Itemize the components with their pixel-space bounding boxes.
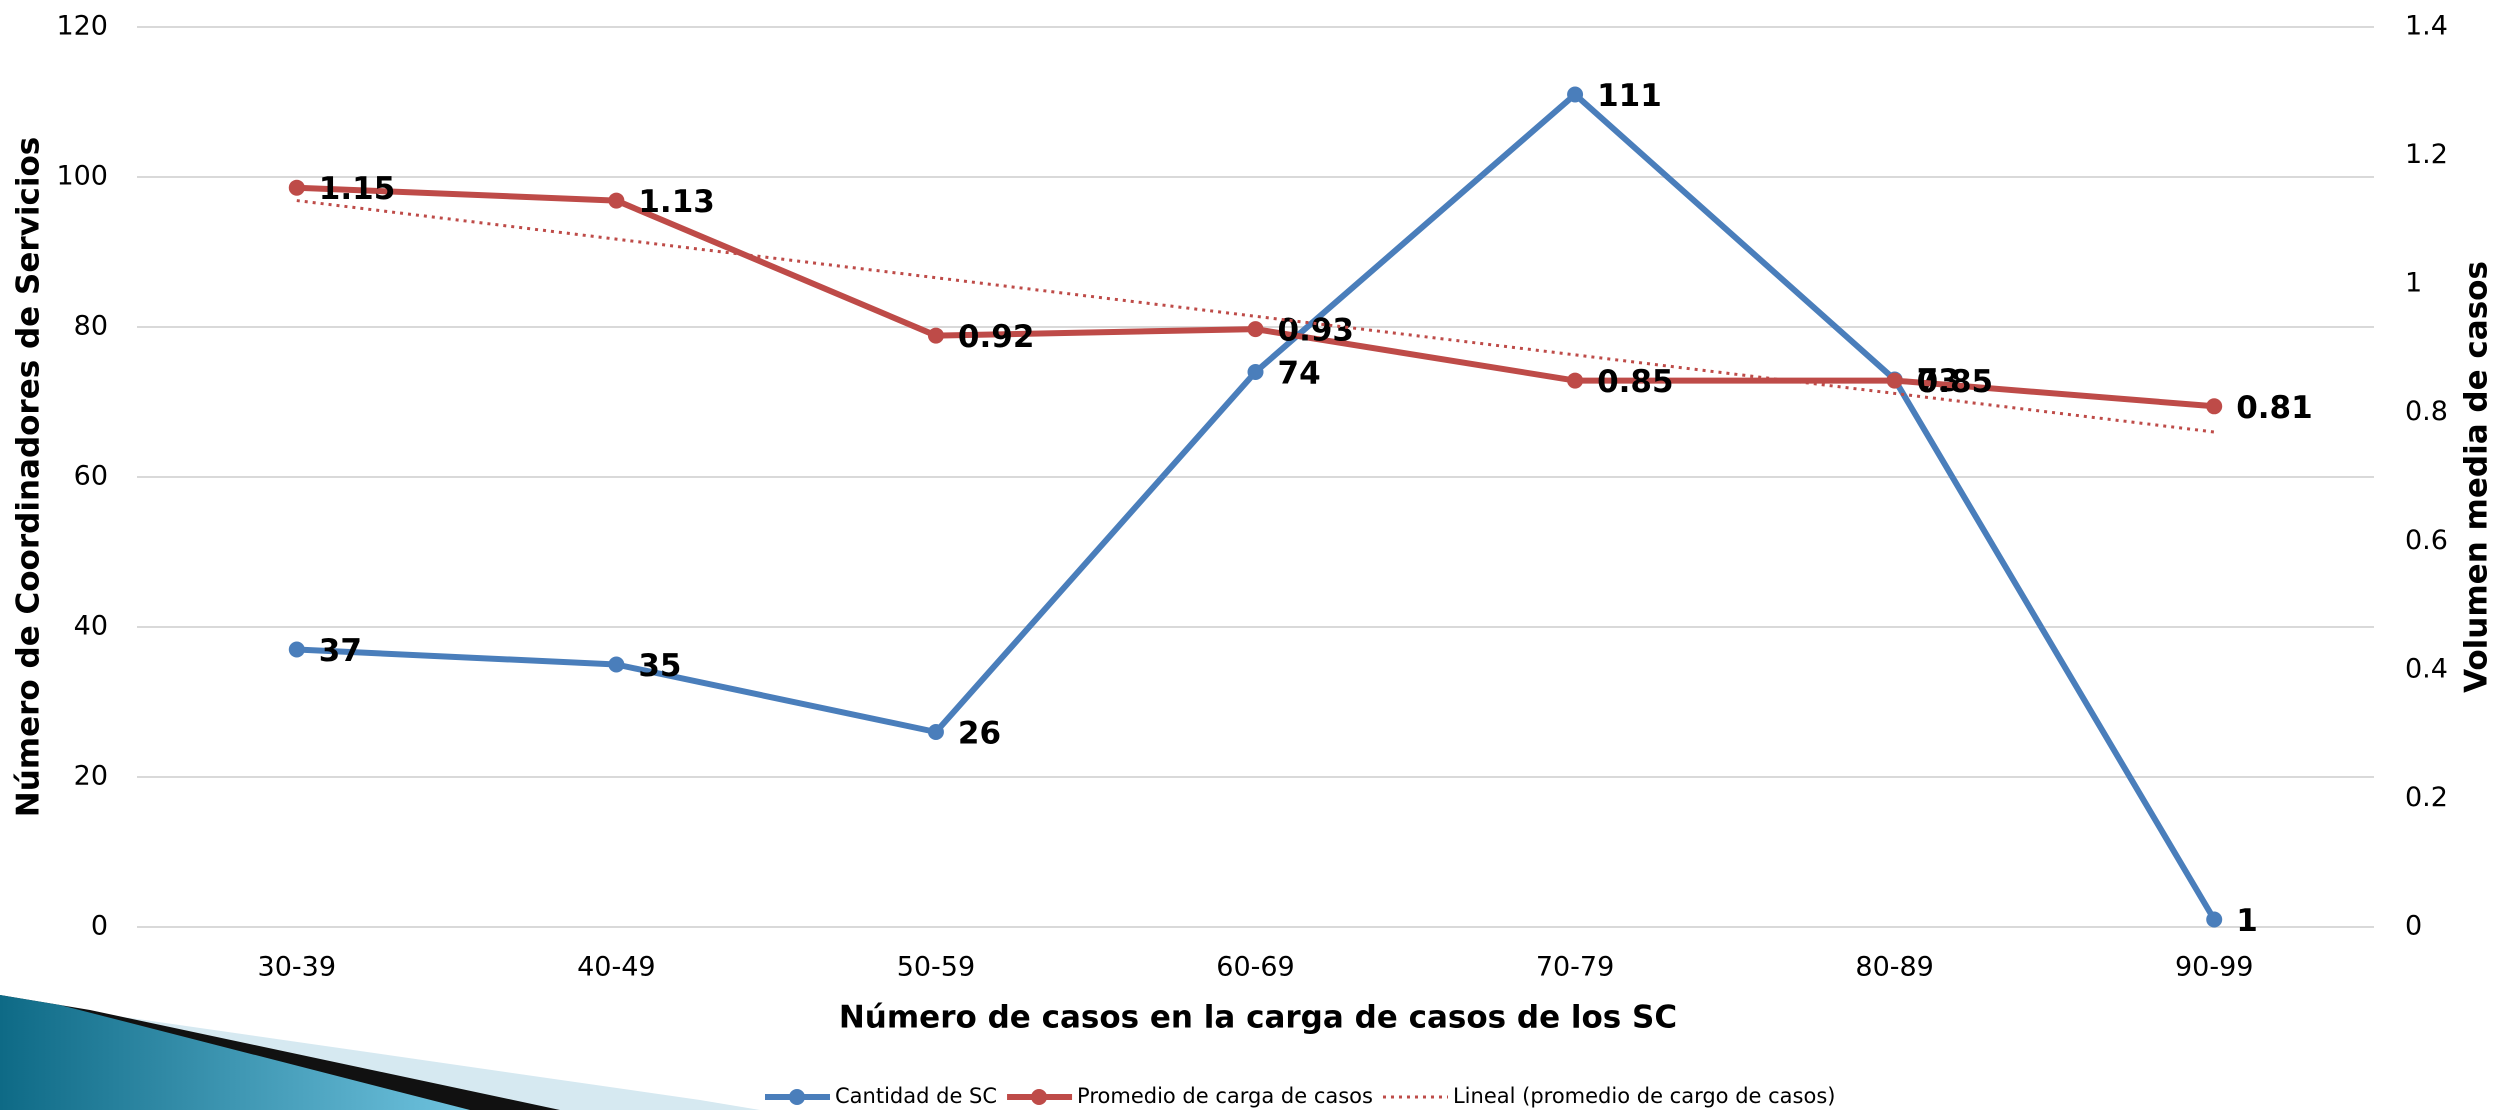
x-tick-label: 30-39 xyxy=(258,952,336,983)
marker xyxy=(1567,86,1584,103)
y2-tick-label: 0.2 xyxy=(2405,782,2448,813)
legend-marker xyxy=(1031,1089,1048,1105)
trend-line xyxy=(296,199,2215,434)
marker xyxy=(2206,398,2223,415)
legend-label: Lineal (promedio de cargo de casos) xyxy=(1453,1084,1835,1108)
data-label: 0.93 xyxy=(1278,313,1355,349)
marker xyxy=(2206,911,2223,928)
x-tick-label: 70-79 xyxy=(1536,952,1614,983)
data-label: 1.13 xyxy=(638,184,715,220)
marker xyxy=(1247,321,1264,338)
y2-tick-label: 0.4 xyxy=(2405,653,2448,684)
y-tick-label: 120 xyxy=(56,11,108,42)
marker xyxy=(1567,372,1584,389)
data-label: 0.85 xyxy=(1597,364,1674,400)
y-tick-label: 20 xyxy=(74,761,108,792)
data-label: 1.15 xyxy=(319,171,396,207)
y2-tick-label: 1.4 xyxy=(2405,11,2448,42)
marker xyxy=(927,724,944,740)
y-tick-label: 60 xyxy=(74,461,108,492)
data-label: 74 xyxy=(1278,356,1321,392)
y2-tick-label: 0.8 xyxy=(2405,396,2448,427)
y2-tick-label: 0 xyxy=(2405,911,2422,942)
y2-axis-title: Volumen media de casos xyxy=(2459,261,2495,693)
x-tick-label: 40-49 xyxy=(577,952,655,983)
y-tick-label: 40 xyxy=(74,611,108,642)
y-tick-label: 0 xyxy=(91,911,108,942)
x-axis-title: Número de casos en la carga de casos de … xyxy=(839,1000,1677,1036)
marker xyxy=(927,327,944,344)
data-label: 0.92 xyxy=(958,319,1035,355)
x-tick-label: 90-99 xyxy=(2175,952,2253,983)
marker xyxy=(1247,364,1264,380)
x-tick-label: 50-59 xyxy=(897,952,975,983)
legend-marker xyxy=(789,1089,805,1105)
data-label: 111 xyxy=(1597,78,1662,114)
marker xyxy=(608,656,625,673)
y-tick-label: 100 xyxy=(56,161,108,192)
marker xyxy=(1886,372,1903,389)
data-label: 35 xyxy=(638,648,681,684)
y-tick-label: 80 xyxy=(74,311,108,342)
y2-tick-label: 1 xyxy=(2405,268,2422,299)
marker xyxy=(608,192,625,209)
data-label: 0.81 xyxy=(2236,390,2313,426)
y-axis-title: Número de Coordinadores de Servicios xyxy=(11,137,47,817)
decoration xyxy=(0,995,470,1110)
data-label: 37 xyxy=(319,633,362,669)
x-tick-label: 60-69 xyxy=(1216,952,1294,983)
data-label: 26 xyxy=(958,716,1001,752)
x-tick-label: 80-89 xyxy=(1855,952,1933,983)
legend-label: Promedio de carga de casos xyxy=(1077,1084,1373,1108)
marker xyxy=(288,641,305,658)
series-line xyxy=(296,91,2217,922)
y2-tick-label: 1.2 xyxy=(2405,139,2448,170)
data-label: 1 xyxy=(2236,903,2258,939)
data-label: 0.85 xyxy=(1917,364,1994,400)
y2-tick-label: 0.6 xyxy=(2405,525,2448,556)
marker xyxy=(288,179,305,196)
legend-label: Cantidad de SC xyxy=(835,1084,997,1108)
